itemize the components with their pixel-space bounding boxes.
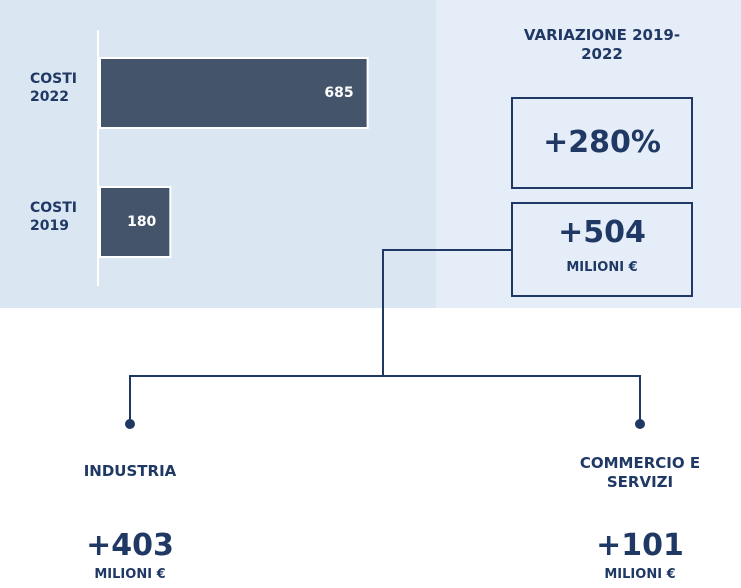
variation-unit: MILIONI € — [566, 260, 638, 275]
data-label: 685 — [324, 85, 353, 101]
data-label: 180 — [127, 214, 156, 230]
connector — [382, 249, 512, 376]
branch-unit: MILIONI € — [94, 567, 166, 582]
variation-percent: +280% — [543, 125, 661, 160]
variation-amount: +504 — [558, 215, 646, 250]
percent-box — [511, 97, 693, 189]
variation-panel — [436, 0, 741, 308]
branch-label: COMMERCIO E SERVIZI — [579, 454, 701, 491]
branch-unit: MILIONI € — [604, 567, 676, 582]
variation-title: VARIAZIONE 2019-2022 — [523, 26, 681, 63]
connector — [129, 375, 641, 424]
dot — [125, 419, 135, 429]
bar — [99, 186, 172, 258]
y-tick-label: COSTI 2019 — [30, 200, 78, 234]
bar — [99, 57, 369, 129]
branch-amount: +101 — [596, 528, 684, 563]
y-tick-label: COSTI 2022 — [30, 71, 78, 105]
branch-amount: +403 — [86, 528, 174, 563]
dot — [635, 419, 645, 429]
branch-label: INDUSTRIA — [83, 462, 177, 480]
chart-panel — [0, 0, 436, 308]
